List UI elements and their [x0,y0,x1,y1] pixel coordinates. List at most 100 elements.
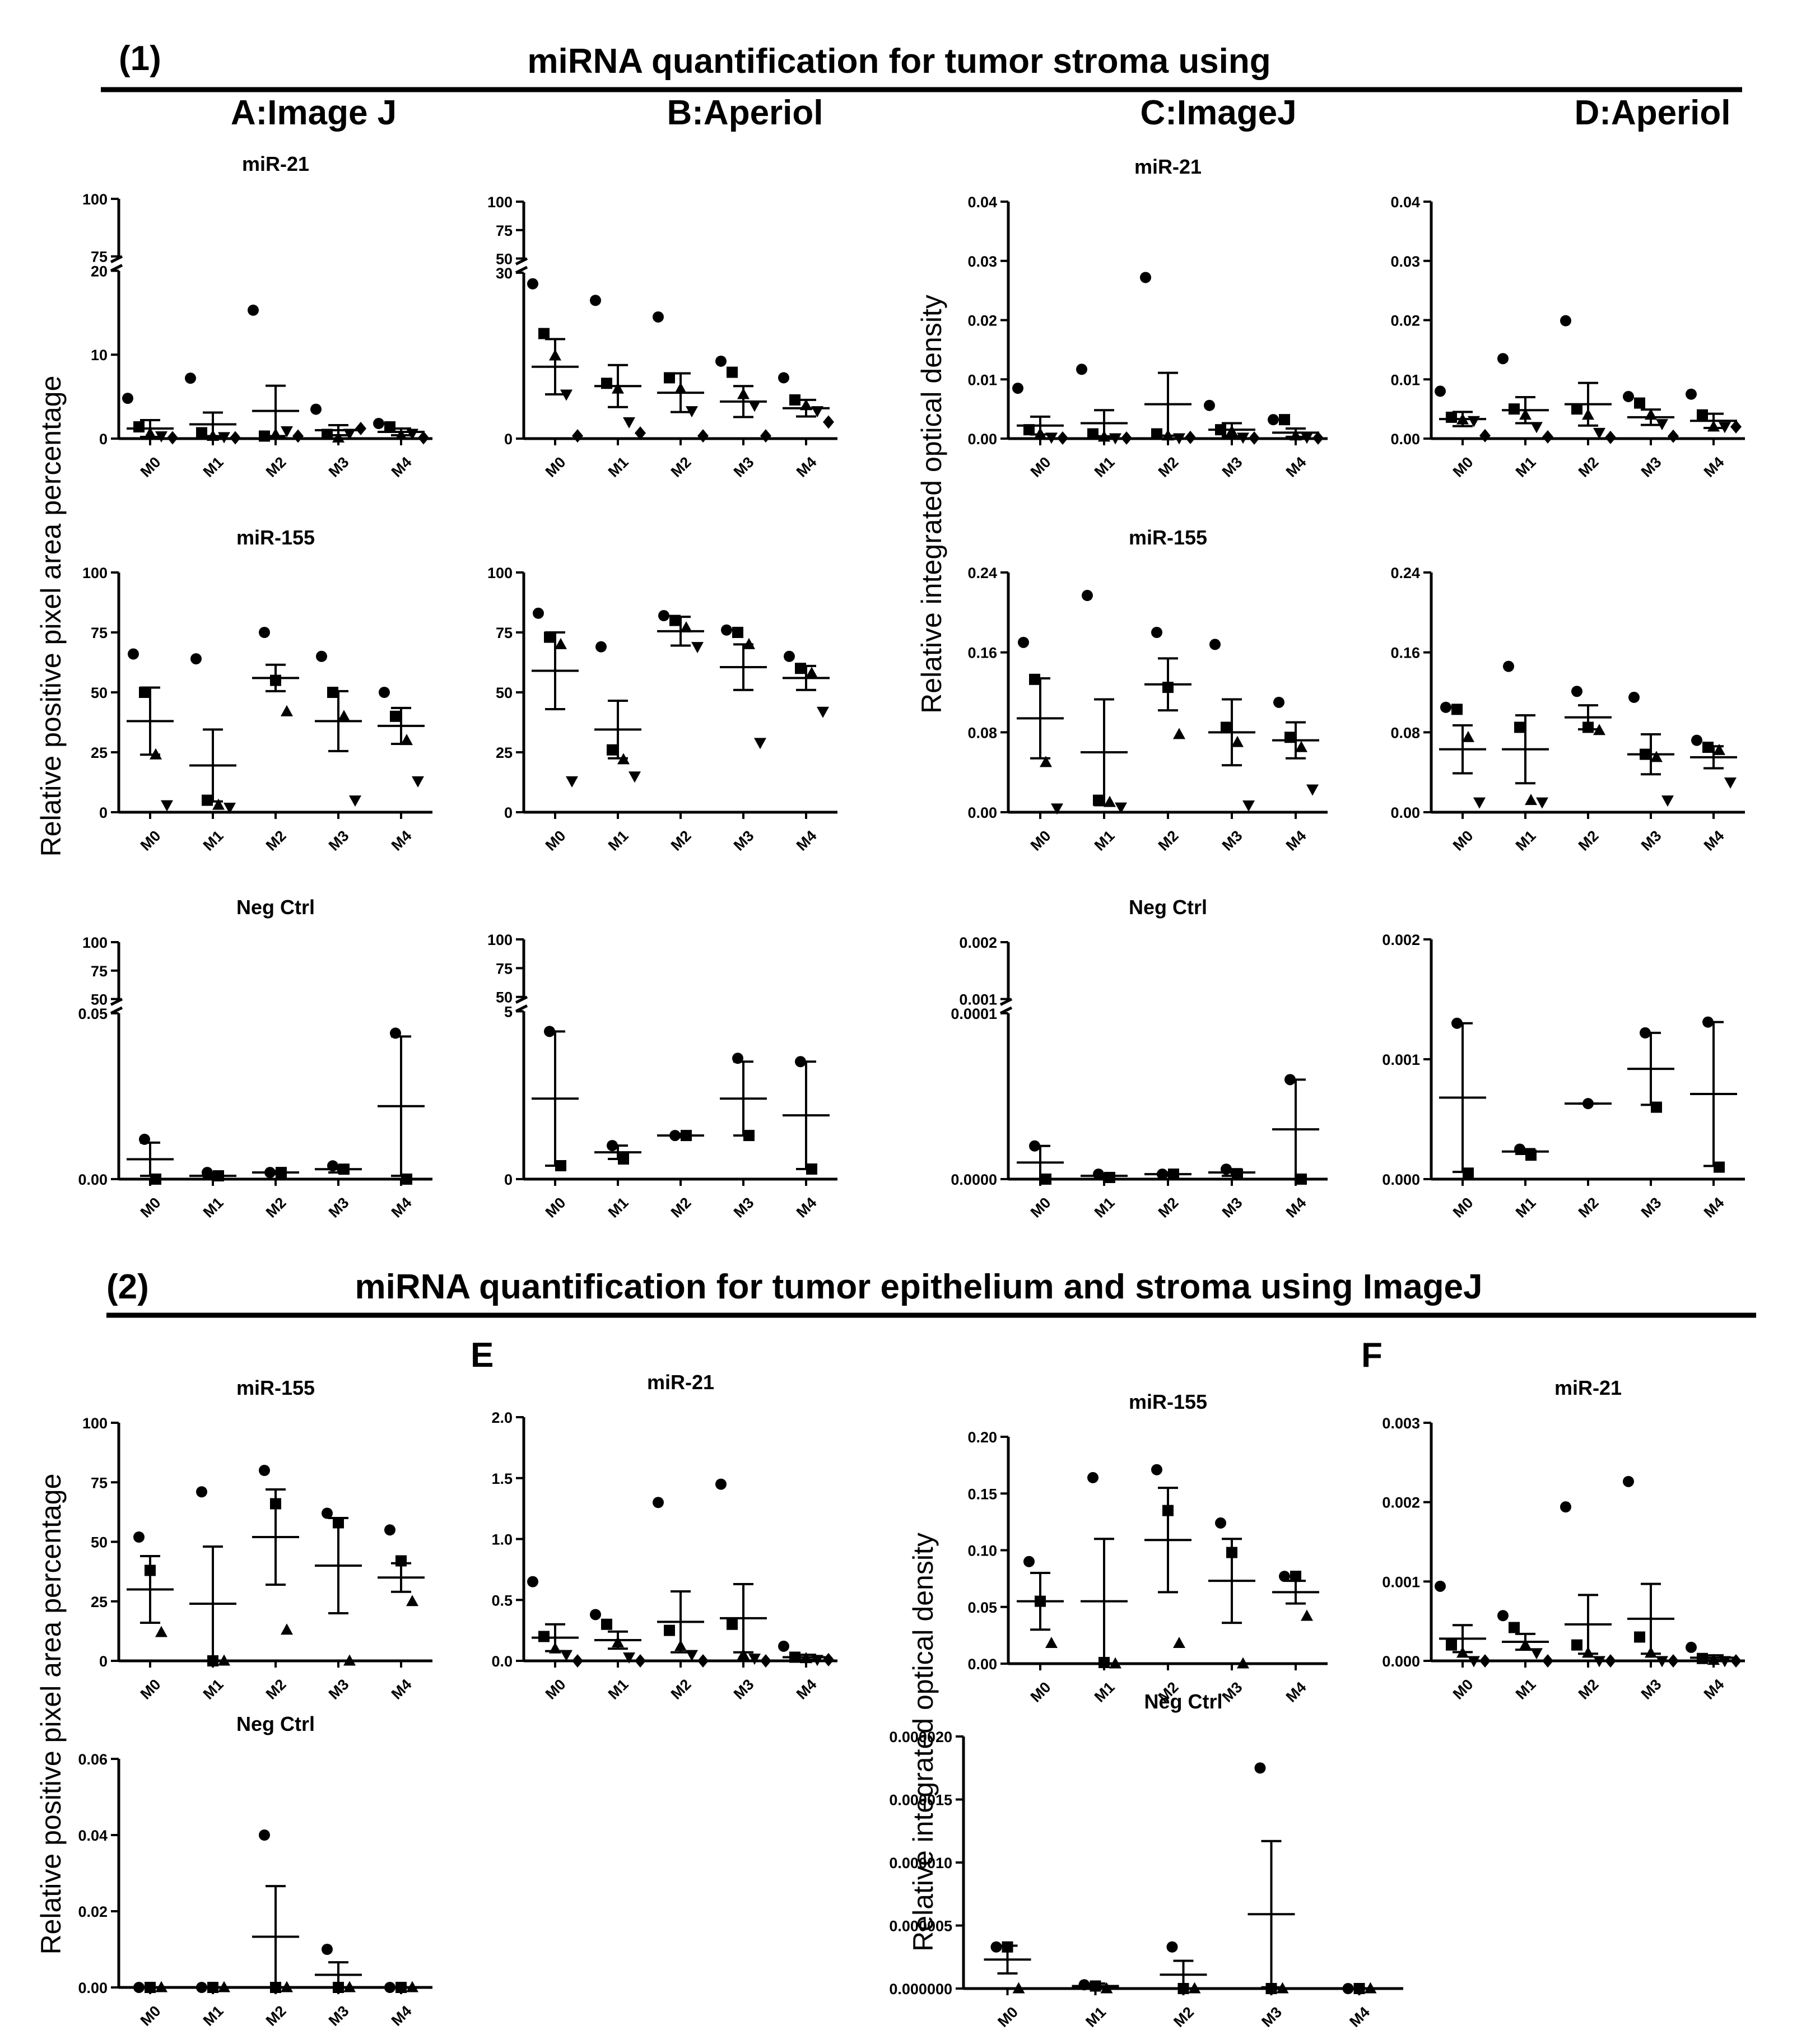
data-point [1100,1982,1113,1994]
data-point [1542,430,1553,444]
data-point [727,1618,738,1630]
data-point [128,648,139,660]
data-point [669,614,681,626]
data-point [674,1640,687,1651]
data-point [1204,399,1215,411]
y-tick-label: 25 [91,1594,108,1610]
x-tick-label: M2 [1155,1194,1182,1221]
data-point [1560,1501,1571,1513]
data-point [1087,428,1098,440]
data-point [653,311,664,323]
x-tick-label: M2 [1155,454,1182,481]
data-point [1237,432,1249,444]
data-point [760,1654,771,1668]
x-tick-label: M1 [1082,2004,1109,2031]
data-point [669,1130,681,1142]
data-point [560,1650,572,1661]
data-point [691,642,704,654]
y-tick-label: 50 [91,991,108,1008]
y-tick-label: 100 [82,1415,108,1432]
data-point [607,744,618,756]
data-point [379,687,390,698]
data-point [1104,1172,1115,1184]
y-tick-label: 0.00 [967,1656,997,1673]
y-tick-label: 0.000 [1382,1171,1420,1188]
panel-title: miR-21 [242,152,309,175]
data-point [384,1982,395,1993]
y-tick-label: 0.02 [967,313,997,329]
data-point [1651,1101,1662,1113]
data-point [270,674,281,686]
data-point [806,1163,817,1175]
data-point [1473,797,1486,809]
chart-d2: 0.00 0.08 0.16 0.24 M0 M1 M2 M3 M4 [1390,565,1745,854]
data-point [1640,1027,1651,1039]
y-tick-label: 0.002 [1382,932,1420,948]
y-tick-label: 0 [504,804,513,821]
data-point [1525,794,1537,806]
data-point [139,1133,150,1145]
data-point [395,429,407,440]
data-point [1656,419,1668,431]
y-tick-label: 0.00 [1390,431,1420,448]
data-point [270,1982,281,1993]
data-point [595,641,607,653]
data-point [332,431,345,443]
data-point [1519,1638,1532,1650]
data-point [1702,742,1714,753]
panel-title: miR-21 [647,1371,714,1394]
data-point [270,1498,281,1510]
data-point [990,1941,1002,1953]
y-tick-label: 20 [91,263,108,280]
data-point [572,1654,583,1668]
data-point [748,401,761,412]
section1-ylabel-left: Relative positive pixel area percentage [35,376,67,857]
data-point [167,431,178,445]
data-point [1645,1646,1657,1658]
data-point [1090,1980,1101,1992]
y-tick-label: 0.02 [1390,313,1420,329]
data-point [743,1130,755,1142]
x-tick-label: M1 [605,827,632,854]
y-tick-label: 0 [99,804,108,821]
y-tick-label: 0 [504,1171,513,1188]
data-point [322,1507,333,1519]
data-point [544,1026,555,1037]
y-tick-label: 0.0000 [951,1171,997,1188]
data-point [555,637,567,649]
x-tick-label: M1 [605,1676,632,1703]
y-tick-label: 0.16 [967,645,997,662]
data-point [1098,430,1110,442]
x-tick-label: M2 [1155,827,1182,854]
x-tick-label: M3 [1219,1194,1246,1221]
x-tick-label: M4 [793,454,820,481]
data-point [1040,756,1052,767]
data-point [1519,408,1532,420]
data-point [1686,1641,1697,1653]
data-point [1012,1982,1025,1994]
data-point [800,399,812,411]
data-point [1023,1556,1035,1567]
chart-a2: 0 25 50 75 100 M0 M1 M2 M3 M4 miR-155 [82,526,432,854]
data-point [343,429,356,440]
y-tick-label: 0.0 [491,1653,513,1670]
data-point [1312,431,1324,445]
data-point [133,1531,145,1543]
y-tick-label: 0.24 [967,565,997,581]
x-tick-label: M3 [730,1676,757,1703]
data-point [1029,1140,1040,1152]
chart-f3: 0.000000 0.000005 0.000010 0.000015 0.000020… [889,1690,1403,2031]
data-point [1093,794,1104,806]
x-tick-label: M4 [1701,454,1728,481]
data-point [1582,408,1594,420]
data-point [1724,777,1737,789]
data-point [1714,1161,1725,1173]
x-tick-label: M3 [1258,2004,1285,2031]
y-tick-label: 30 [496,265,513,282]
data-point [281,1981,293,1992]
data-point [601,378,612,389]
x-tick-label: M2 [263,1676,290,1703]
y-tick-label: 2.0 [491,1409,513,1426]
data-point [196,1486,207,1498]
